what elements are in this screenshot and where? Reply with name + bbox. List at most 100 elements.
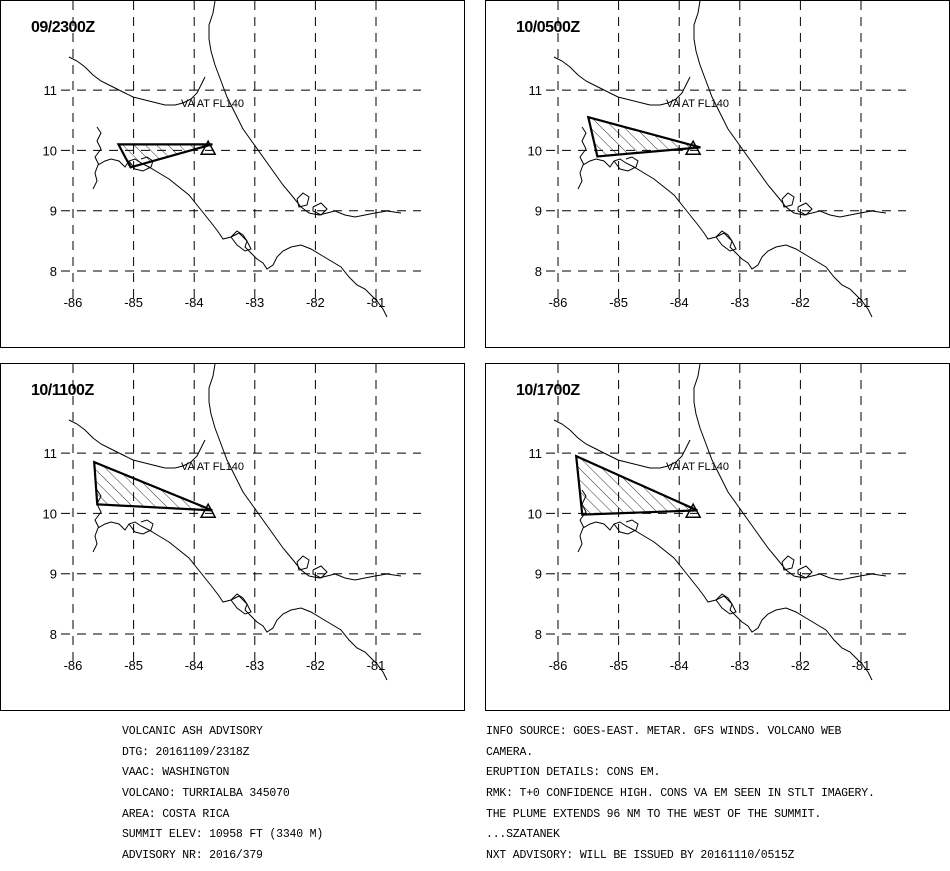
panel-time-label: 09/2300Z: [31, 19, 95, 36]
map-panel-4: -86 -85 -84 -83 -82 -81 11 10 9 8 VA AT FL140 10/1…: [485, 363, 950, 711]
advisory-line: VOLCANIC ASH ADVISORY: [122, 725, 263, 739]
lon-tick-label: -85: [609, 658, 628, 673]
lon-tick-label: -84: [670, 658, 689, 673]
coastline: [715, 232, 737, 252]
coastline: [781, 192, 795, 208]
lon-tick-label: -81: [367, 295, 386, 310]
lat-tick-label: 10: [528, 506, 542, 521]
lon-tick-label: -81: [852, 295, 871, 310]
lon-tick-label: -82: [791, 295, 810, 310]
lon-tick-label: -83: [730, 658, 749, 673]
advisory-line: ERUPTION DETAILS: CONS EM.: [486, 766, 661, 780]
flight-level-label: VA AT FL140: [181, 461, 244, 473]
flight-level-label: VA AT FL140: [666, 98, 729, 110]
lat-tick-label: 9: [50, 204, 57, 219]
coastline: [208, 364, 402, 581]
advisory-line: AREA: COSTA RICA: [122, 807, 230, 821]
coastline: [296, 555, 310, 571]
lat-tick-label: 11: [529, 83, 543, 98]
advisory-line: NXT ADVISORY: WILL BE ISSUED BY 20161110…: [486, 848, 795, 862]
lat-tick-label: 8: [50, 627, 57, 642]
flight-level-label: VA AT FL140: [181, 98, 244, 110]
volcano-icon: [199, 502, 217, 518]
lat-tick-label: 11: [44, 83, 58, 98]
lat-tick-label: 8: [535, 627, 542, 642]
advisory-line: DTG: 20161109/2318Z: [122, 745, 250, 759]
lon-tick-label: -83: [245, 658, 264, 673]
ash-polygon: [574, 454, 698, 516]
coastline: [577, 158, 873, 318]
coastline: [92, 158, 388, 318]
volcano-icon: [684, 502, 702, 518]
coastline: [312, 565, 328, 579]
coastline: [613, 519, 639, 535]
panel-time-label: 10/0500Z: [516, 19, 580, 36]
advisory-header-block: VOLCANIC ASH ADVISORY DTG: 20161109/2318…: [122, 717, 323, 871]
lon-tick-label: -84: [185, 658, 204, 673]
lon-tick-label: -81: [367, 658, 386, 673]
lat-tick-label: 9: [535, 204, 542, 219]
coastline: [579, 126, 587, 166]
lat-tick-label: 9: [50, 567, 57, 582]
map-panel-2: -86 -85 -84 -83 -82 -81 11 10 9 8 VA AT FL140 10/0…: [485, 0, 950, 348]
coastline: [553, 419, 691, 469]
panel-time-label: 10/1100Z: [31, 382, 94, 399]
ash-polygon: [92, 460, 213, 512]
lat-tick-label: 9: [535, 567, 542, 582]
coastline: [553, 56, 691, 106]
coastline: [797, 565, 813, 579]
coastline: [577, 521, 873, 681]
coastline: [715, 595, 737, 615]
map-canvas: -86 -85 -84 -83 -82 -81 11 10 9 8 VA AT FL140: [43, 364, 421, 681]
lon-tick-label: -84: [670, 295, 689, 310]
advisory-line: SUMMIT ELEV: 10958 FT (3340 M): [122, 828, 324, 842]
ash-polygon: [586, 115, 701, 158]
lat-tick-label: 11: [529, 446, 543, 461]
advisory-line: ADVISORY NR: 2016/379: [122, 848, 263, 862]
volcano-icon: [684, 139, 702, 155]
lon-tick-label: -82: [306, 658, 325, 673]
advisory-line: RMK: T+0 CONFIDENCE HIGH. CONS VA EM SEE…: [486, 787, 875, 801]
lon-tick-label: -83: [245, 295, 264, 310]
lat-tick-label: 8: [50, 264, 57, 279]
lat-tick-label: 10: [528, 143, 542, 158]
lon-tick-label: -84: [185, 295, 204, 310]
volcano-icon: [199, 139, 217, 155]
advisory-line: VOLCANO: TURRIALBA 345070: [122, 787, 290, 801]
lon-tick-label: -81: [852, 658, 871, 673]
lon-tick-label: -86: [64, 658, 83, 673]
coastline: [230, 232, 252, 252]
coastline: [693, 364, 887, 581]
coastline: [92, 521, 388, 681]
advisory-line: THE PLUME EXTENDS 96 NM TO THE WEST OF T…: [486, 807, 822, 821]
advisory-line: INFO SOURCE: GOES-EAST. METAR. GFS WINDS…: [486, 725, 842, 739]
advisory-line: ...SZATANEK: [486, 828, 560, 842]
lon-tick-label: -85: [124, 295, 143, 310]
panel-time-label: 10/1700Z: [516, 382, 580, 399]
coastline: [312, 202, 328, 216]
map-canvas: -86 -85 -84 -83 -82 -81 11 10 9 8 VA AT FL140: [43, 1, 421, 318]
map-panel-1: -86 -85 -84 -83 -82 -81 11 10 9 8 VA AT FL140 09/2…: [0, 0, 465, 348]
lat-tick-label: 8: [535, 264, 542, 279]
lon-tick-label: -86: [549, 658, 568, 673]
lat-tick-label: 10: [43, 143, 57, 158]
lon-tick-label: -82: [791, 658, 810, 673]
map-panel-3: -86 -85 -84 -83 -82 -81 11 10 9 8 VA AT FL140 10/1…: [0, 363, 465, 711]
coastline: [613, 156, 639, 172]
ash-polygon: [116, 143, 213, 169]
map-canvas: -86 -85 -84 -83 -82 -81 11 10 9 8 VA AT FL140: [528, 364, 906, 681]
coastline: [797, 202, 813, 216]
coastline: [68, 419, 206, 469]
coastline: [230, 595, 252, 615]
map-canvas: -86 -85 -84 -83 -82 -81 11 10 9 8 VA AT FL140: [528, 1, 906, 318]
coastline: [94, 126, 102, 166]
lon-tick-label: -85: [124, 658, 143, 673]
advisory-line: CAMERA.: [486, 745, 533, 759]
coastline: [68, 56, 206, 106]
lon-tick-label: -85: [609, 295, 628, 310]
lat-tick-label: 10: [43, 506, 57, 521]
coastline: [208, 1, 402, 218]
coastline: [128, 519, 154, 535]
advisory-remarks-block: INFO SOURCE: GOES-EAST. METAR. GFS WINDS…: [486, 717, 875, 871]
advisory-line: VAAC: WASHINGTON: [122, 766, 230, 780]
